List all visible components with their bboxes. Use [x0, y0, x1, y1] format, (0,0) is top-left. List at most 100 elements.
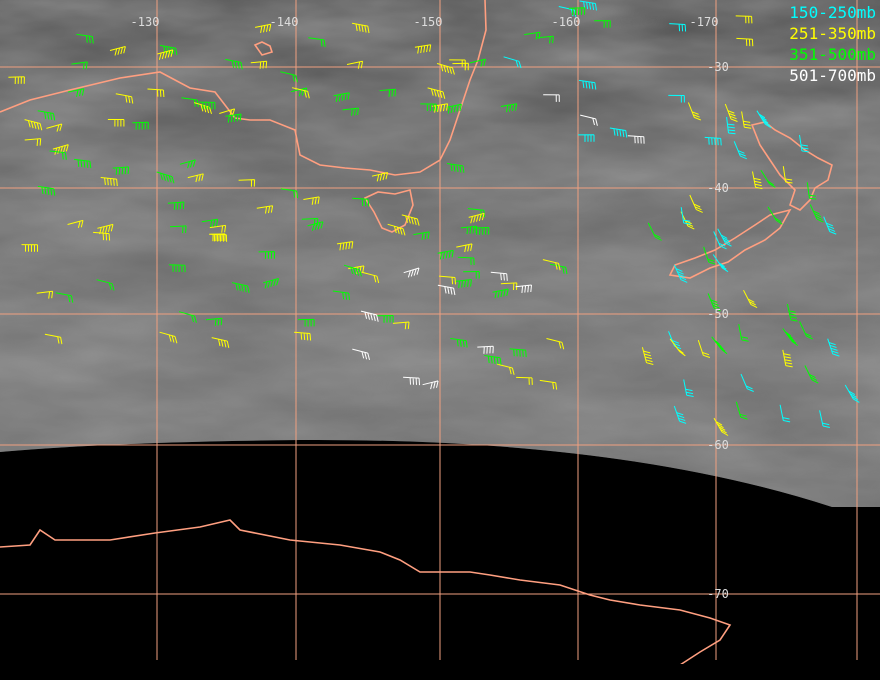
wind-barb [225, 113, 242, 123]
wind-barb [291, 87, 310, 99]
wind-barb [352, 197, 370, 207]
latitude-label: -40 [707, 181, 729, 195]
wind-barb [673, 264, 688, 283]
wind-barb [294, 331, 312, 341]
wind-barb [680, 211, 695, 230]
legend-entry: 150-250mb [789, 3, 876, 22]
wind-barb [100, 177, 118, 187]
wind-barb [490, 271, 508, 281]
wind-barb [178, 311, 197, 323]
wind-barb [760, 169, 776, 188]
wind-barb [211, 337, 230, 349]
wind-barb [256, 205, 274, 214]
wind-barb [74, 158, 92, 169]
wind-barb [308, 37, 326, 47]
wind-barb [346, 60, 364, 69]
wind-barb [352, 348, 370, 361]
wind-barb [524, 31, 541, 40]
kangaroo-island [253, 41, 274, 56]
wind-barb [115, 93, 134, 104]
wind-barb [452, 62, 469, 71]
wind-barb [238, 179, 256, 187]
wind-barb [427, 87, 446, 99]
wind-barb [403, 376, 420, 386]
wind-barb [436, 63, 455, 75]
longitude-label: -150 [414, 15, 443, 29]
wind-barb [303, 196, 320, 205]
wind-barb [804, 365, 819, 384]
footer-bar [0, 664, 880, 680]
wind-barb [37, 185, 56, 196]
wind-barb [472, 227, 490, 235]
wind-barb [496, 363, 515, 375]
wind-barb [71, 61, 88, 70]
wind-barb [437, 284, 456, 296]
wind-barb [109, 46, 126, 56]
wind-barbs [8, 0, 860, 436]
wind-barb [704, 136, 722, 146]
wind-barb [823, 216, 837, 235]
wind-barb [156, 171, 175, 184]
graticule [0, 0, 880, 660]
wind-barb [446, 163, 465, 173]
wind-barb [431, 103, 449, 113]
wind-barb [52, 144, 69, 155]
wind-barb [377, 315, 394, 323]
wind-barb [697, 339, 711, 358]
wind-barb [457, 256, 475, 266]
wind-barb [371, 172, 389, 182]
wind-barb [827, 338, 840, 357]
wind-barb [44, 333, 63, 345]
new-zealand-south [668, 208, 792, 279]
wind-barb [107, 119, 125, 127]
wind-barb [680, 207, 691, 225]
wind-barb [463, 271, 480, 279]
wind-barb [159, 331, 178, 344]
wind-barb [543, 94, 560, 102]
wind-barb [210, 233, 228, 242]
wind-barb [809, 204, 824, 223]
wind-barb [332, 290, 351, 301]
wind-barb [549, 263, 568, 275]
wind-barb [157, 49, 174, 60]
wind-barb [786, 303, 798, 322]
wind-barb [307, 221, 324, 231]
wind-barb [515, 284, 532, 293]
latitude-label: -50 [707, 307, 729, 321]
wind-barb [67, 219, 84, 229]
legend-entry: 501-700mb [789, 66, 876, 85]
wind-barb [735, 401, 748, 420]
wind-barb [782, 349, 793, 368]
wind-barb [438, 275, 456, 285]
wind-barb [280, 71, 298, 83]
wind-barb [537, 35, 554, 44]
wind-barb [24, 138, 42, 146]
wind-barb [298, 318, 315, 327]
legend-entry: 251-350mb [789, 24, 876, 43]
wind-barb [392, 321, 410, 330]
wind-barb [460, 225, 478, 235]
wind-barb [343, 264, 362, 277]
wind-barb [76, 33, 94, 44]
wind-barb [484, 355, 502, 365]
wind-barb [546, 338, 565, 350]
wind-barb [641, 347, 654, 365]
wind-barb [468, 212, 485, 224]
wind-barb [743, 289, 758, 309]
wind-barb [132, 121, 149, 130]
wind-barb [736, 37, 754, 47]
wind-barb [205, 317, 223, 326]
wind-barb [49, 150, 67, 160]
wind-barb [36, 290, 54, 299]
wind-barb [198, 101, 216, 110]
latitude-label: -60 [707, 438, 729, 452]
longitude-label: -170 [690, 15, 719, 29]
wind-barb [673, 405, 687, 424]
longitude-label: -140 [270, 15, 299, 29]
latitude-label: -70 [707, 587, 729, 601]
wind-barb [844, 384, 860, 403]
wind-barb [262, 278, 279, 289]
wind-barb [516, 376, 533, 385]
wind-barb [46, 123, 63, 132]
wind-barb [336, 241, 354, 251]
